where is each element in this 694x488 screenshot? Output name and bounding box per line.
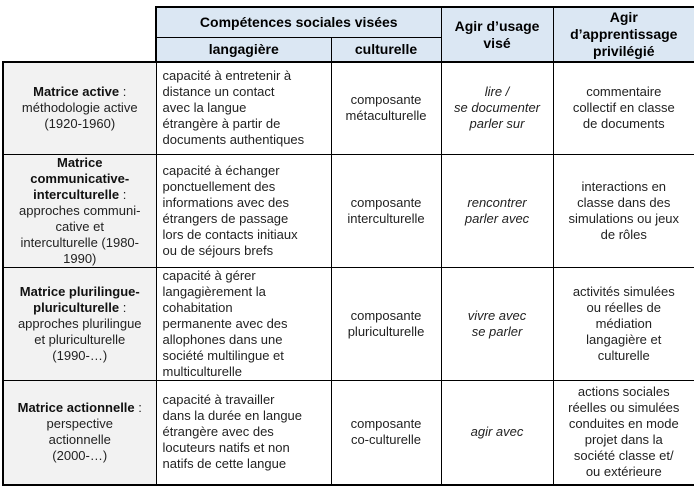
cell-composante-culturelle: composante pluriculturelle <box>330 266 442 381</box>
cell-matrice: Matrice active : méthodologie active (19… <box>2 61 157 155</box>
table-row-matrice-actionnelle: Matrice actionnelle : perspective action… <box>2 379 694 486</box>
cell-composante-culturelle: composante co-culturelle <box>330 379 442 486</box>
cell-matrice: Matrice communicative- interculturelle :… <box>2 153 157 268</box>
matrice-title: Matrice communicative- interculturelle <box>30 154 130 202</box>
cell-agir-usage: agir avec <box>440 379 554 486</box>
matrice-title: Matrice plurilingue- pluriculturelle <box>19 283 140 315</box>
cell-competence-langagiere: capacité à échanger ponctuellement des i… <box>155 153 332 268</box>
matrices-didactiques-table: Compétences sociales visées Agir d’usage… <box>2 6 694 486</box>
header-row-sub: langagière culturelle <box>3 36 694 63</box>
cell-competence-langagiere: capacité à entretenir à distance un cont… <box>155 61 332 155</box>
matrice-title: Matrice actionnelle <box>17 400 135 416</box>
cell-agir-usage: lire / se documenter parler sur <box>440 61 554 155</box>
cell-competence-langagiere: capacité à gérer langagièrement la cohab… <box>155 266 332 381</box>
cell-agir-apprentissage: commentaire collectif en classe de docum… <box>552 61 694 155</box>
header-agir-apprentissage: Agir d’apprentissage privilégié <box>552 6 694 63</box>
cell-competence-langagiere: capacité à travailler dans la durée en l… <box>155 379 332 486</box>
table-row-matrice-active: Matrice active : méthodologie active (19… <box>2 61 694 155</box>
cell-composante-culturelle: composante métaculturelle <box>330 61 442 155</box>
cell-agir-apprentissage: actions sociales réelles ou simulées con… <box>552 379 694 486</box>
table-header: Compétences sociales visées Agir d’usage… <box>3 6 694 63</box>
header-langagiere: langagière <box>155 36 332 63</box>
matrice-title: Matrice active <box>33 84 120 100</box>
matrice-subtitle: : approches plurilingue et pluriculturel… <box>17 299 142 363</box>
header-culturelle: culturelle <box>330 36 442 63</box>
table-body: Matrice active : méthodologie active (19… <box>2 61 694 486</box>
cell-matrice: Matrice actionnelle : perspective action… <box>2 379 157 486</box>
header-competences-sociales: Compétences sociales visées <box>154 6 442 38</box>
cell-agir-apprentissage: interactions en classe dans des simulati… <box>552 153 694 268</box>
matrice-subtitle: : perspective actionnelle (2000-…) <box>46 400 142 464</box>
cell-agir-usage: rencontrer parler avec <box>440 153 554 268</box>
matrice-subtitle: : approches communi- cative et intercult… <box>19 186 141 266</box>
header-row-group: Compétences sociales visées Agir d’usage… <box>3 6 694 63</box>
cell-matrice: Matrice plurilingue- pluriculturelle : a… <box>2 266 157 381</box>
cell-agir-apprentissage: activités simulées ou réelles de médiati… <box>552 266 694 381</box>
table-row-matrice-communicative: Matrice communicative- interculturelle :… <box>2 153 694 268</box>
header-corner-empty <box>3 7 157 63</box>
matrice-subtitle: : méthodologie active (1920-1960) <box>21 84 138 132</box>
header-agir-usage: Agir d’usage visé <box>440 6 554 63</box>
cell-composante-culturelle: composante interculturelle <box>330 153 442 268</box>
table-row-matrice-plurilingue: Matrice plurilingue- pluriculturelle : a… <box>2 266 694 381</box>
cell-agir-usage: vivre avec se parler <box>440 266 554 381</box>
